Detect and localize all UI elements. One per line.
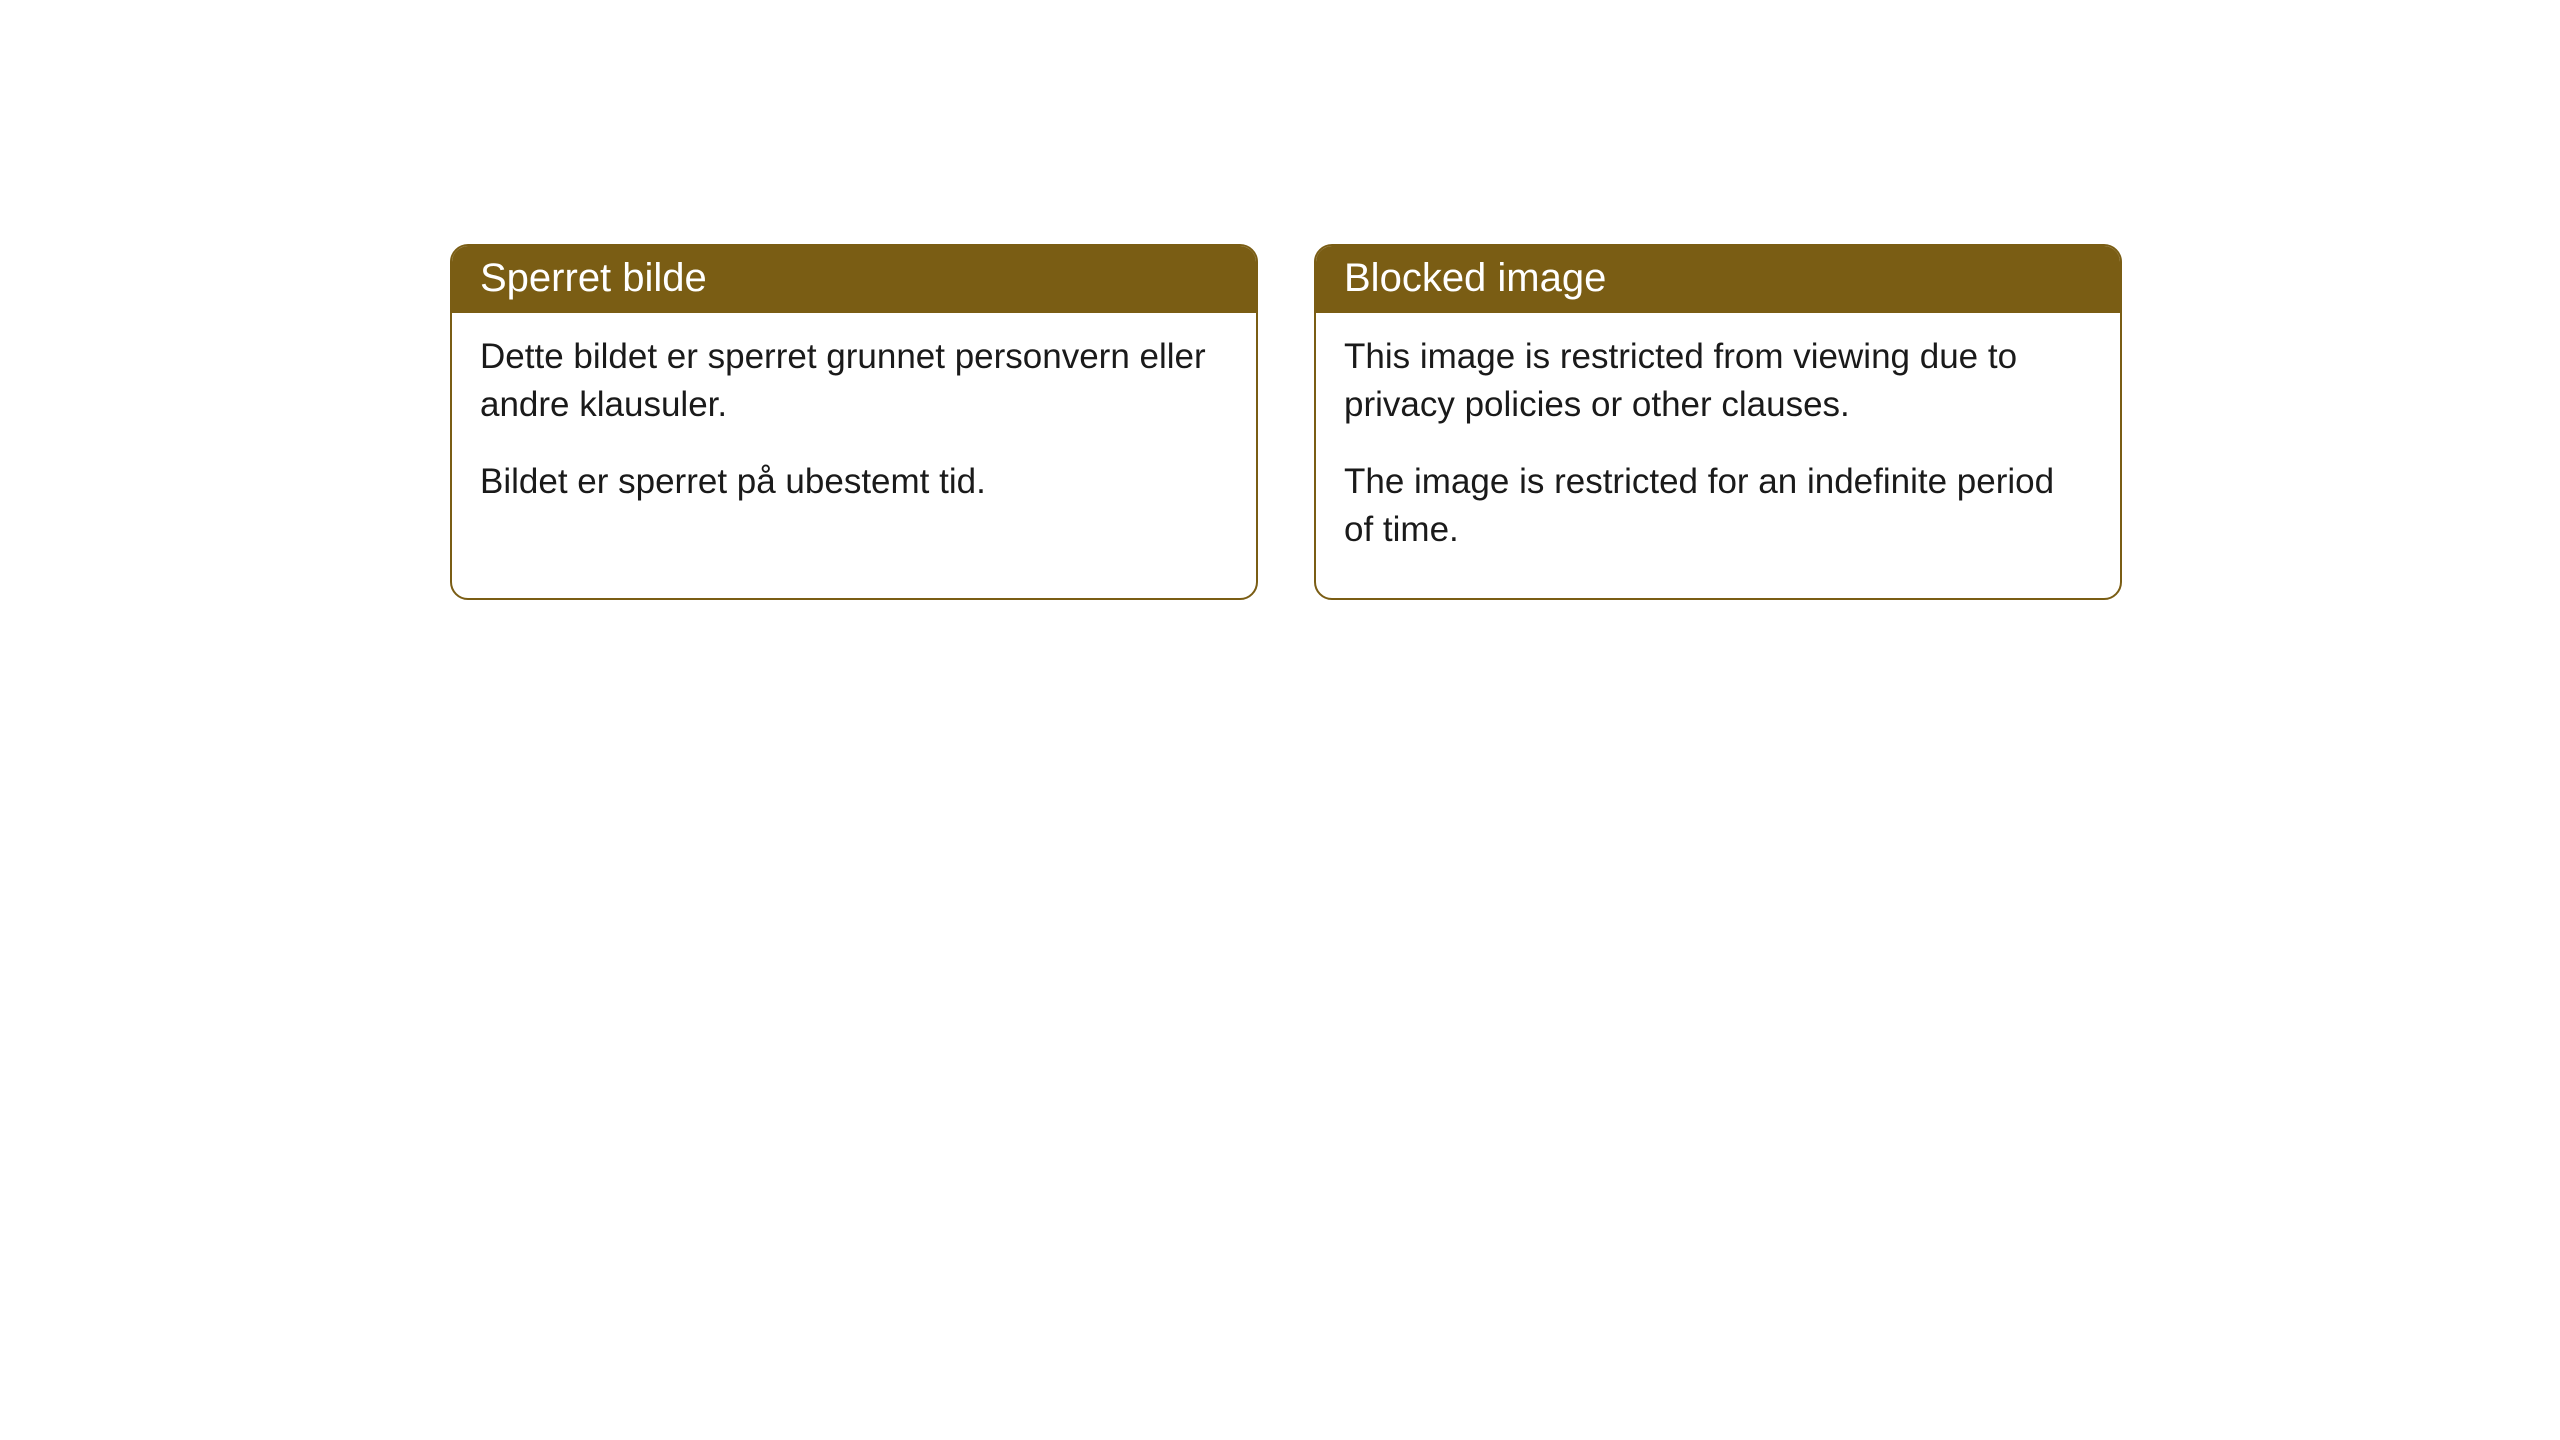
card-header-english: Blocked image <box>1316 246 2120 313</box>
card-paragraph: This image is restricted from viewing du… <box>1344 333 2092 430</box>
card-body-english: This image is restricted from viewing du… <box>1316 313 2120 598</box>
notice-card-english: Blocked image This image is restricted f… <box>1314 244 2122 600</box>
card-paragraph: Bildet er sperret på ubestemt tid. <box>480 458 1228 506</box>
card-title: Blocked image <box>1344 256 1606 300</box>
card-body-norwegian: Dette bildet er sperret grunnet personve… <box>452 313 1256 550</box>
card-header-norwegian: Sperret bilde <box>452 246 1256 313</box>
notice-cards-container: Sperret bilde Dette bildet er sperret gr… <box>450 244 2122 600</box>
notice-card-norwegian: Sperret bilde Dette bildet er sperret gr… <box>450 244 1258 600</box>
card-paragraph: The image is restricted for an indefinit… <box>1344 458 2092 555</box>
card-title: Sperret bilde <box>480 256 707 300</box>
card-paragraph: Dette bildet er sperret grunnet personve… <box>480 333 1228 430</box>
